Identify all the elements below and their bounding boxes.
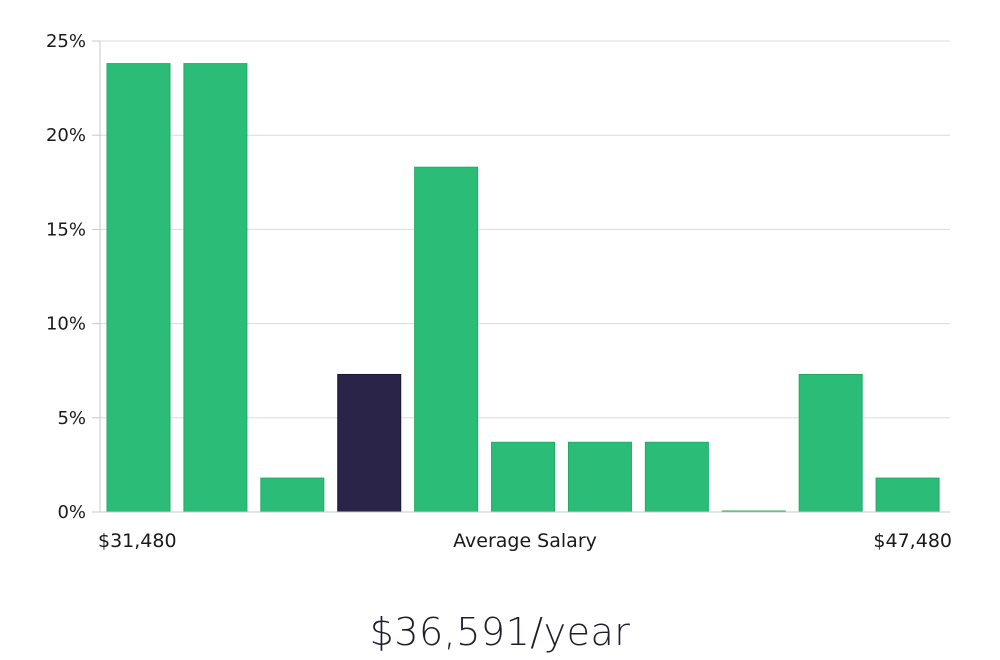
- y-tick-label: 10%: [46, 314, 86, 335]
- x-label-average: Average Salary: [453, 530, 597, 552]
- bar: [414, 166, 479, 513]
- bar: [875, 477, 940, 513]
- bar: [567, 441, 632, 513]
- x-label-min: $31,480: [98, 530, 177, 552]
- y-tick-label: 0%: [57, 502, 86, 523]
- y-axis-ticks: 0% 5% 10% 15% 20% 25%: [46, 31, 100, 523]
- bar-average-salary: [337, 373, 402, 513]
- average-salary-value: $36,591/year: [369, 610, 631, 654]
- bar: [183, 63, 248, 513]
- x-label-max: $47,480: [873, 530, 952, 552]
- bar: [491, 441, 556, 513]
- bars: [106, 63, 940, 513]
- bar: [260, 477, 325, 513]
- salary-histogram: 0%5%10%15%20%25% $31,480 Average Salary …: [46, 31, 952, 552]
- bar: [798, 373, 863, 513]
- y-tick-label: 15%: [46, 219, 86, 240]
- bar: [106, 63, 171, 513]
- y-tick-label: 25%: [46, 31, 86, 52]
- y-tick-label: 20%: [46, 125, 86, 146]
- y-tick-label: 5%: [57, 408, 86, 429]
- bar: [644, 441, 709, 513]
